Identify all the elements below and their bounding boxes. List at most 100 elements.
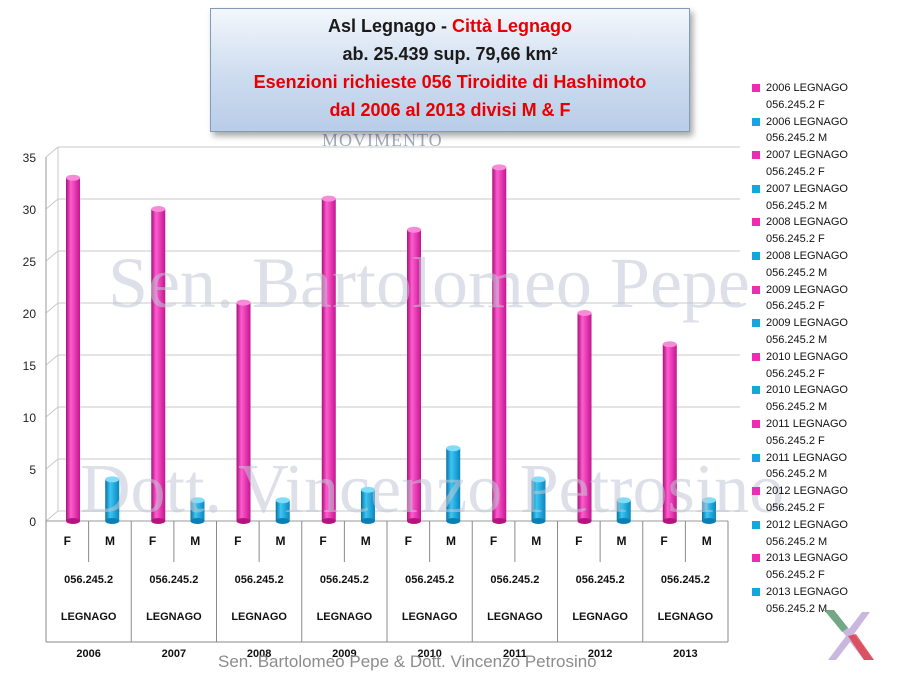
bar-m-2011-top: [531, 476, 546, 483]
bar-m-2011-body: [531, 479, 546, 521]
legend-item: 2009 LEGNAGO 056.245.2 M: [752, 315, 892, 349]
gridline-floor-10: [45, 406, 59, 418]
bar-m-2012-base: [616, 518, 631, 524]
legend-item: 2013 LEGNAGO 056.245.2 F: [752, 550, 892, 584]
legend-swatch: [752, 554, 760, 563]
x-label-year: 2008: [247, 648, 271, 660]
bar-m-2009-body: [360, 489, 375, 521]
bar-m-2007-base: [190, 518, 205, 524]
legend-item: 2007 LEGNAGO 056.245.2 F: [752, 147, 892, 181]
gridline-floor-5: [45, 458, 59, 470]
legend-item: 2007 LEGNAGO 056.245.2 M: [752, 181, 892, 215]
gridline-floor-20: [45, 302, 59, 314]
y-tick-label: 10: [23, 411, 37, 425]
legend-label-line1: 2006 LEGNAGO: [766, 115, 848, 128]
x-label-year: 2009: [332, 648, 356, 660]
x-label-year: 2007: [162, 648, 186, 660]
x-label-sex-m: M: [190, 534, 200, 548]
x-label-sex-f: F: [64, 534, 71, 548]
bar-f-2010-base: [407, 518, 422, 524]
bar-m-2008-base: [275, 518, 290, 524]
legend-label-line2: 056.245.2 F: [766, 300, 825, 313]
x-label-year: 2013: [673, 648, 697, 660]
footer-credits: Sen. Bartolomeo Pepe & Dott. Vincenzo Pe…: [218, 652, 597, 671]
bar-m-2006-body: [105, 479, 120, 521]
x-label-sex-m: M: [446, 534, 456, 548]
y-tick-label: 0: [29, 515, 36, 529]
legend-label-line2: 056.245.2 F: [766, 98, 825, 111]
legend-label-line1: 2009 LEGNAGO: [766, 283, 848, 296]
x-label-code: 056.245.2: [490, 574, 539, 586]
bar-f-2010: [407, 226, 422, 524]
bar-m-2009-base: [360, 518, 375, 524]
chart-title-box: Asl Legnago - Città Legnago ab. 25.439 s…: [210, 8, 690, 132]
bar-m-2013-body: [701, 500, 716, 521]
title-line1-b: Città Legnago: [452, 16, 572, 36]
legend-label-line2: 056.245.2 M: [766, 468, 828, 481]
bar-f-2008-base: [236, 518, 251, 524]
x-label-year: 2012: [588, 648, 612, 660]
x-label-sex-m: M: [361, 534, 371, 548]
x-label-sex-f: F: [575, 534, 582, 548]
legend-swatch: [752, 251, 760, 260]
legend-label-line1: 2008 LEGNAGO: [766, 249, 848, 262]
legend-item: 2013 LEGNAGO 056.245.2 M: [752, 584, 892, 618]
x-label-place: LEGNAGO: [487, 611, 543, 623]
x-label-sex-m: M: [275, 534, 285, 548]
bar-f-2008: [236, 299, 251, 524]
x-logo-icon: [824, 610, 874, 660]
bar-f-2011-body: [492, 167, 507, 521]
legend-swatch: [752, 184, 760, 193]
x-label-code: 056.245.2: [64, 574, 113, 586]
x-label-place: LEGNAGO: [146, 611, 202, 623]
legend-item: 2006 LEGNAGO 056.245.2 F: [752, 80, 892, 114]
x-label-sex-m: M: [702, 534, 712, 548]
legend-label-line2: 056.245.2 M: [766, 199, 828, 212]
bars: [66, 164, 716, 524]
bar-m-2007-top: [190, 497, 205, 504]
bar-f-2007-top: [151, 206, 166, 212]
legend-label-line2: 056.245.2 M: [766, 132, 828, 145]
x-label-place: LEGNAGO: [402, 611, 458, 623]
bar-f-2013-body: [662, 344, 677, 521]
gridline-floor-15: [45, 354, 59, 366]
x-label-code: 056.245.2: [405, 574, 454, 586]
legend-swatch: [752, 419, 760, 428]
legend-label-line1: 2007 LEGNAGO: [766, 182, 848, 195]
bar-f-2011: [492, 164, 507, 524]
bar-m-2013-base: [701, 518, 716, 524]
x-label-code: 056.245.2: [235, 574, 284, 586]
legend-label-line1: 2012 LEGNAGO: [766, 485, 848, 498]
bar-m-2011: [531, 476, 546, 524]
bar-f-2009: [321, 195, 336, 524]
legend-swatch: [752, 352, 760, 361]
gridline-floor-25: [45, 250, 59, 262]
gridline-floor-0: [45, 510, 59, 522]
bar-f-2007-base: [151, 518, 166, 524]
bar-f-2012-top: [577, 310, 592, 316]
bar-f-2013: [662, 341, 677, 524]
legend-swatch: [752, 117, 760, 126]
legend-item: 2010 LEGNAGO 056.245.2 F: [752, 349, 892, 383]
bar-f-2008-body: [236, 302, 251, 521]
legend-item: 2011 LEGNAGO 056.245.2 M: [752, 450, 892, 484]
legend-swatch: [752, 151, 760, 160]
bar-f-2007: [151, 206, 166, 524]
legend-label-line2: 056.245.2 M: [766, 602, 828, 615]
bar-f-2008-top: [236, 299, 251, 306]
x-label-place: LEGNAGO: [572, 611, 628, 623]
grid-lines: [45, 146, 740, 522]
bar-f-2010-top: [407, 226, 422, 233]
bar-f-2009-base: [321, 518, 336, 524]
legend-item: 2008 LEGNAGO 056.245.2 F: [752, 214, 892, 248]
bar-m-2008-top: [275, 497, 290, 504]
x-label-place: LEGNAGO: [658, 611, 714, 623]
legend-item: 2009 LEGNAGO 056.245.2 F: [752, 282, 892, 316]
gridline-floor-30: [45, 198, 59, 210]
bar-f-2006-base: [66, 518, 81, 524]
bar-f-2013-base: [662, 518, 677, 524]
bar-m-2011-base: [531, 518, 546, 524]
legend-label-line1: 2011 LEGNAGO: [766, 417, 848, 430]
bar-m-2012-body: [616, 500, 631, 521]
bar-f-2011-top: [492, 164, 507, 171]
